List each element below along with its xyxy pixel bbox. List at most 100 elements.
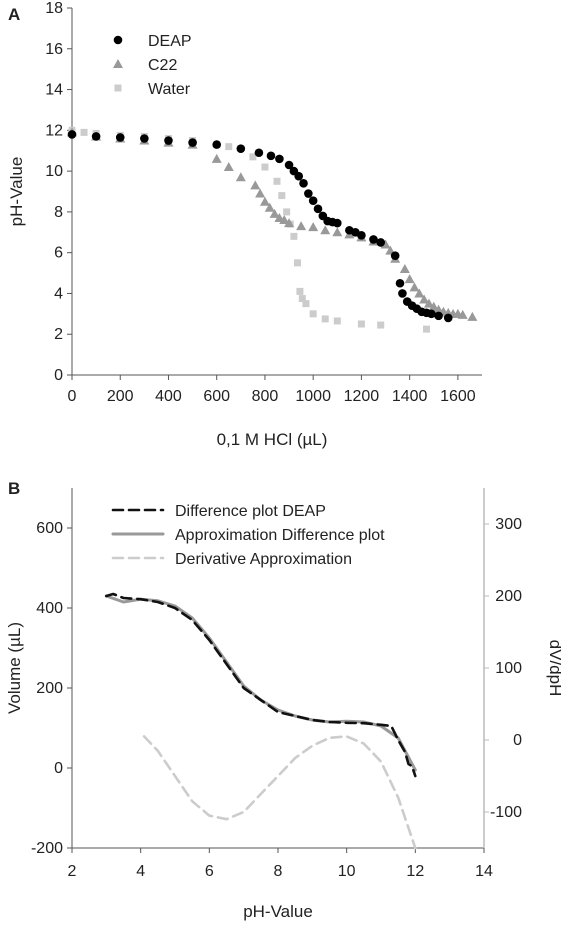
series-line-difference-plot-deap xyxy=(105,592,417,778)
x-tick-label: 4 xyxy=(136,863,145,880)
data-point xyxy=(188,138,197,147)
data-point xyxy=(377,321,385,329)
data-point xyxy=(279,215,290,225)
y-tick-label: 200 xyxy=(36,680,63,697)
legend-label: Difference plot DEAP xyxy=(175,503,326,520)
data-point xyxy=(313,204,323,214)
y-tick-label: 6 xyxy=(54,245,63,262)
y2-tick-label: 100 xyxy=(495,660,522,677)
data-point xyxy=(115,133,125,142)
data-point xyxy=(457,309,468,319)
panel-a: A 0 2 4 6 8 10 12 14 16 18 0 200 400 600 800 1000 1200 140… xyxy=(7,0,482,449)
y-axis-label: Volume (µL) xyxy=(5,622,24,714)
data-point xyxy=(320,225,331,235)
data-point xyxy=(308,222,319,232)
data-point xyxy=(294,259,301,267)
y-tick-label: 400 xyxy=(36,600,63,617)
data-point xyxy=(398,289,407,298)
data-point xyxy=(414,288,425,298)
data-point xyxy=(302,300,310,308)
data-point xyxy=(308,196,318,205)
panel-letter: B xyxy=(8,479,20,498)
data-point xyxy=(235,172,246,182)
data-point xyxy=(236,144,246,153)
data-point xyxy=(409,282,420,292)
legend-label: Water xyxy=(148,81,191,98)
x-tick-label: 8 xyxy=(274,863,283,880)
x-tick-label: 2 xyxy=(68,863,77,880)
y2-tick-label: -100 xyxy=(490,804,522,821)
legend-marker xyxy=(114,84,122,92)
data-point xyxy=(254,148,264,158)
data-point xyxy=(164,136,173,145)
series-water xyxy=(68,126,431,333)
data-point xyxy=(332,218,342,228)
legend-label: DEAP xyxy=(148,33,192,50)
data-point xyxy=(296,221,307,231)
data-point xyxy=(266,151,276,161)
y2-axis-label: dV/dpH xyxy=(546,640,561,697)
panel-b: B -200 0 200 400 600 -100 0 100 200 300 2 4 6 8 10 12 14 p… xyxy=(5,479,561,921)
data-point xyxy=(443,313,453,323)
y-tick-label: 10 xyxy=(45,163,63,180)
legend-marker xyxy=(113,59,123,68)
data-point xyxy=(212,140,222,149)
data-point xyxy=(434,311,443,321)
y-tick-label: -200 xyxy=(31,840,63,857)
data-point xyxy=(140,134,149,143)
data-point xyxy=(250,180,261,190)
x-tick-label: 800 xyxy=(252,388,279,405)
x-tick-label: 400 xyxy=(155,388,182,405)
legend: DEAP C22 Water xyxy=(113,33,192,98)
data-point xyxy=(261,163,269,171)
series-line-approximation-difference-plot xyxy=(104,594,417,772)
x-tick-label: 200 xyxy=(107,388,134,405)
data-point xyxy=(467,311,478,321)
data-point xyxy=(332,227,343,237)
legend-label: C22 xyxy=(148,57,177,74)
y-tick-label: 2 xyxy=(54,326,63,343)
data-point xyxy=(225,143,233,151)
y-tick-label: 600 xyxy=(36,520,63,537)
data-point xyxy=(369,235,378,244)
data-point xyxy=(376,238,386,247)
y2-tick-label: 0 xyxy=(513,732,522,749)
data-point xyxy=(428,301,439,311)
series-deap xyxy=(67,130,453,323)
data-point xyxy=(259,196,270,206)
data-point xyxy=(404,274,415,284)
x-tick-label: 1400 xyxy=(392,388,428,405)
data-point xyxy=(67,130,77,139)
x-axis-label: pH-Value xyxy=(243,902,313,921)
y2-tick-label: 200 xyxy=(495,588,522,605)
data-point xyxy=(299,179,308,188)
data-point xyxy=(304,189,313,198)
data-point xyxy=(249,153,257,161)
data-point xyxy=(423,325,431,333)
y-tick-label: 18 xyxy=(45,0,63,17)
data-point xyxy=(399,263,410,273)
data-point xyxy=(294,171,304,181)
data-point xyxy=(423,298,434,308)
data-point xyxy=(321,315,329,323)
data-point xyxy=(211,153,222,163)
y-axis-label: pH-Value xyxy=(7,157,26,227)
y-tick-label: 0 xyxy=(54,367,63,384)
y-tick-label: 0 xyxy=(54,760,63,777)
y2-tick-label: 300 xyxy=(495,516,522,533)
x-tick-label: 1200 xyxy=(344,388,380,405)
x-tick-label: 10 xyxy=(338,863,356,880)
data-point xyxy=(296,287,304,295)
data-point xyxy=(309,310,317,318)
data-point xyxy=(380,239,391,249)
series-line-derivative-approximation xyxy=(142,735,417,850)
x-tick-label: 1000 xyxy=(295,388,331,405)
data-point xyxy=(283,208,291,216)
data-point xyxy=(298,295,306,303)
data-point xyxy=(223,162,234,172)
data-point xyxy=(264,202,275,212)
data-point xyxy=(390,251,400,261)
x-tick-label: 600 xyxy=(203,388,230,405)
legend: Difference plot DEAP Approximation Differ… xyxy=(111,503,385,568)
data-point xyxy=(275,154,284,164)
